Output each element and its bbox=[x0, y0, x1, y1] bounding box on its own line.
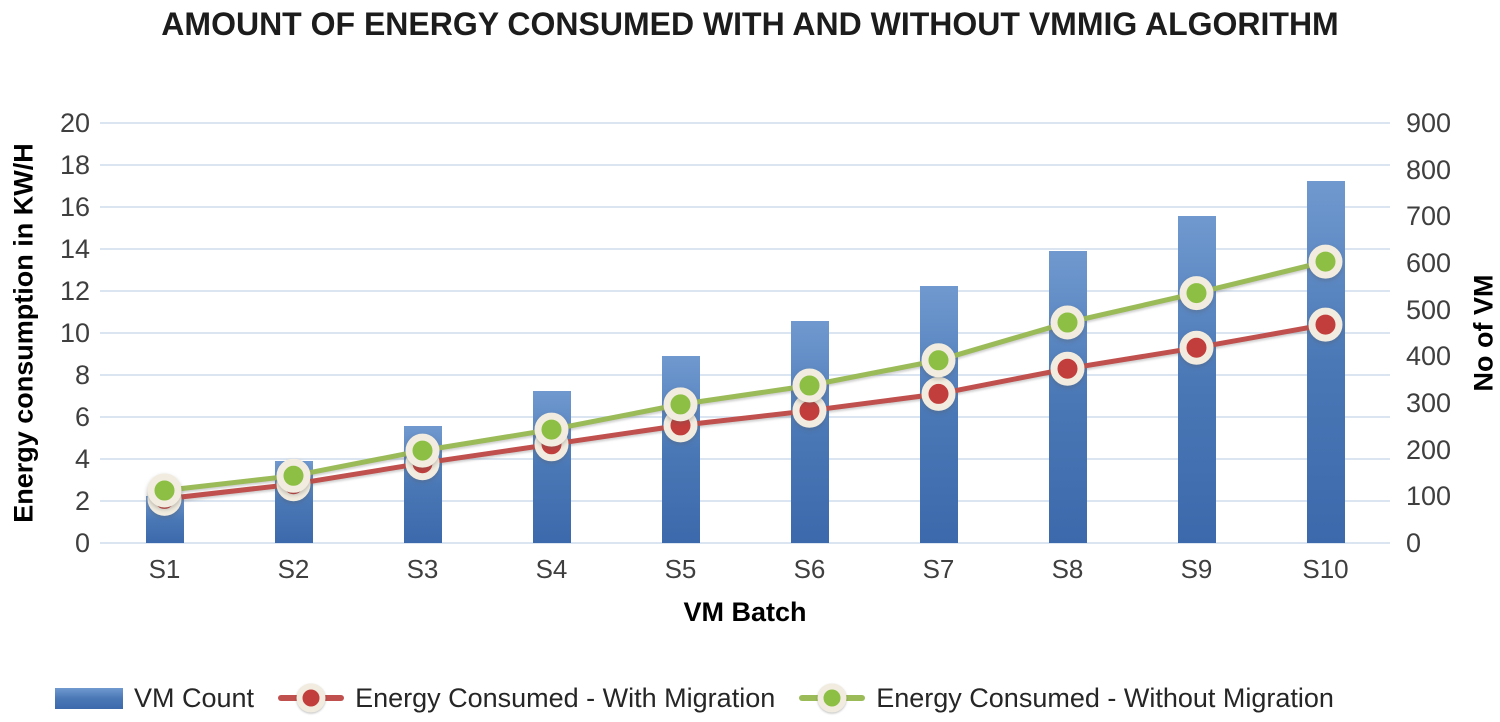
left-tick-16: 16 bbox=[59, 192, 90, 222]
chart-title: AMOUNT OF ENERGY CONSUMED WITH AND WITHO… bbox=[161, 6, 1339, 42]
line-Energy Consumed - Without Migration bbox=[162, 259, 1328, 493]
legend-label-with-migration: Energy Consumed - With Migration bbox=[355, 682, 776, 713]
marker-S6 bbox=[792, 368, 827, 403]
marker-S7 bbox=[921, 343, 956, 378]
marker-S10 bbox=[1308, 244, 1343, 279]
legend-bar-swatch-icon bbox=[55, 687, 123, 709]
x-tick-S3: S3 bbox=[406, 554, 439, 584]
right-tick-800: 800 bbox=[1406, 154, 1452, 185]
right-tick-300: 300 bbox=[1406, 388, 1452, 418]
bar-S6 bbox=[790, 321, 829, 543]
right-tick-700: 700 bbox=[1406, 201, 1452, 232]
marker-S9 bbox=[1179, 330, 1214, 365]
right-tick-600: 600 bbox=[1406, 248, 1452, 278]
right-tick-900: 900 bbox=[1406, 108, 1452, 138]
x-tick-S6: S6 bbox=[793, 554, 826, 584]
plot-area bbox=[100, 122, 1390, 544]
bar-S8 bbox=[1048, 251, 1087, 543]
left-tick-14: 14 bbox=[59, 234, 90, 264]
left-tick-0: 0 bbox=[74, 528, 90, 558]
legend-item-without-migration: Energy Consumed - Without Migration bbox=[799, 682, 1334, 714]
right-tick-100: 100 bbox=[1406, 481, 1452, 512]
legend: VM Count Energy Consumed - With Migratio… bbox=[55, 682, 1334, 714]
gridline bbox=[100, 458, 1390, 460]
legend-label-without-migration: Energy Consumed - Without Migration bbox=[876, 682, 1334, 713]
right-tick-200: 200 bbox=[1406, 434, 1452, 465]
bar-S10 bbox=[1306, 181, 1345, 543]
bar-S7 bbox=[919, 286, 958, 543]
x-tick-S10: S10 bbox=[1302, 554, 1349, 584]
marker-S1 bbox=[147, 473, 182, 508]
marker-S10 bbox=[1308, 307, 1343, 342]
legend-marker-dot bbox=[296, 683, 326, 713]
left-tick-20: 20 bbox=[59, 108, 90, 138]
gridline bbox=[100, 332, 1390, 334]
left-tick-4: 4 bbox=[74, 444, 90, 474]
left-tick-6: 6 bbox=[74, 402, 90, 432]
x-tick-S5: S5 bbox=[664, 554, 697, 584]
x-axis-title: VM Batch bbox=[683, 597, 807, 627]
left-tick-18: 18 bbox=[59, 150, 90, 180]
marker-S8 bbox=[1050, 351, 1085, 386]
marker-S3 bbox=[405, 433, 440, 468]
left-tick-10: 10 bbox=[59, 318, 90, 348]
gridline bbox=[100, 542, 1390, 544]
gridline bbox=[100, 164, 1390, 166]
left-tick-12: 12 bbox=[59, 276, 90, 306]
gridline bbox=[100, 248, 1390, 250]
x-tick-S9: S9 bbox=[1180, 554, 1213, 584]
right-tick-400: 400 bbox=[1406, 341, 1452, 372]
legend-item-vm-count: VM Count bbox=[55, 683, 254, 714]
marker-S4 bbox=[534, 412, 569, 447]
marker-S7 bbox=[921, 376, 956, 411]
marker-S8 bbox=[1050, 305, 1085, 340]
x-tick-S7: S7 bbox=[922, 554, 955, 584]
gridline bbox=[100, 374, 1390, 376]
right-tick-500: 500 bbox=[1406, 294, 1452, 325]
left-tick-2: 2 bbox=[74, 486, 90, 516]
legend-line-marker-red-icon bbox=[278, 682, 345, 714]
gridline bbox=[100, 206, 1390, 208]
bar-S9 bbox=[1177, 216, 1216, 543]
x-tick-S2: S2 bbox=[277, 554, 310, 584]
x-tick-S4: S4 bbox=[535, 554, 568, 584]
legend-line-marker-green-icon bbox=[799, 682, 866, 714]
right-tick-0: 0 bbox=[1406, 528, 1422, 558]
gridline bbox=[100, 500, 1390, 502]
gridline bbox=[100, 122, 1390, 124]
line-Energy Consumed - With Migration bbox=[162, 322, 1328, 502]
marker-S9 bbox=[1179, 276, 1214, 311]
gridline bbox=[100, 290, 1390, 292]
marker-S5 bbox=[663, 387, 698, 422]
x-tick-S8: S8 bbox=[1051, 554, 1084, 584]
legend-label-vm-count: VM Count bbox=[134, 682, 255, 713]
legend-item-with-migration: Energy Consumed - With Migration bbox=[278, 682, 775, 714]
right-axis-title: No of VM bbox=[1468, 274, 1499, 392]
left-tick-8: 8 bbox=[74, 360, 90, 390]
x-tick-S1: S1 bbox=[148, 554, 181, 584]
legend-marker-dot bbox=[817, 683, 847, 713]
line-series-layer bbox=[147, 244, 1343, 516]
marker-S2 bbox=[276, 458, 311, 493]
